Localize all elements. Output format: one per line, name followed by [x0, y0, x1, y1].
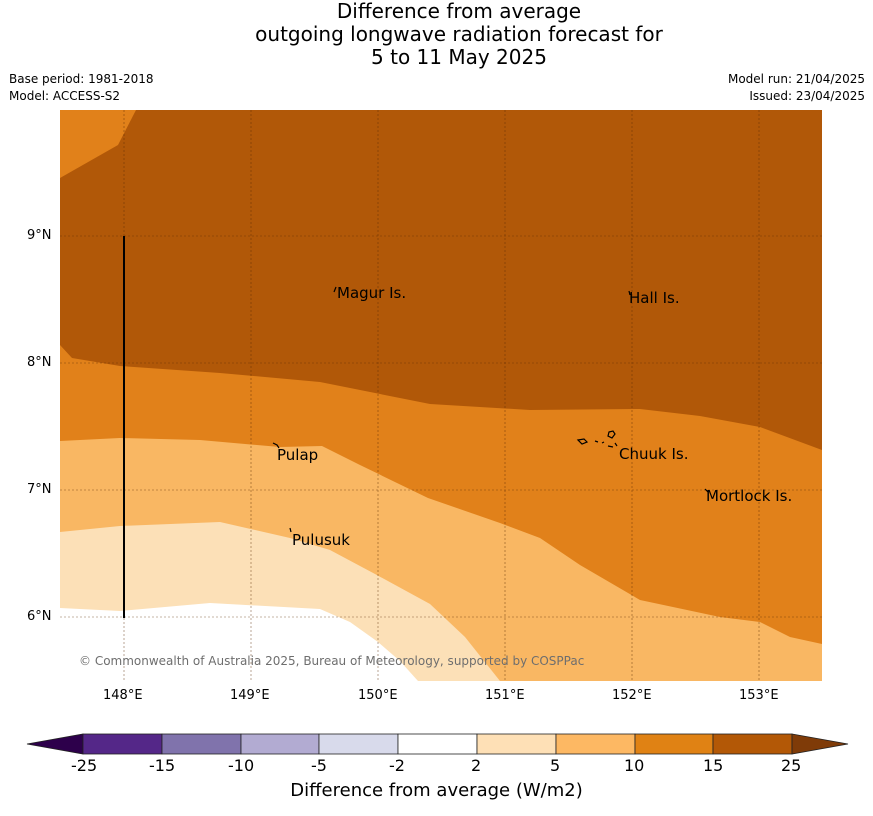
colorbar-seg-1 — [82, 733, 163, 755]
cb-tick-25: 25 — [781, 756, 802, 775]
chart-title: Difference from average outgoing longwav… — [0, 0, 873, 69]
colorbar-seg-4 — [318, 733, 399, 755]
colorbar-seg-9 — [712, 733, 793, 755]
cb-tick-minus15: -15 — [149, 756, 176, 775]
label-hall: Hall Is. — [629, 289, 680, 307]
colorbar-segments — [26, 733, 849, 755]
colorbar-extend-high — [791, 733, 849, 755]
colorbar-seg-7 — [555, 733, 636, 755]
lon-label-149e: 149°E — [230, 688, 270, 703]
cb-tick-minus25: -25 — [71, 756, 98, 775]
cb-tick-15: 15 — [703, 756, 724, 775]
cb-tick-5: 5 — [550, 756, 561, 775]
cb-tick-10: 10 — [624, 756, 645, 775]
colorbar-extend-low — [26, 733, 84, 755]
title-line-2: outgoing longwave radiation forecast for — [255, 22, 663, 46]
cb-tick-minus5: -5 — [311, 756, 327, 775]
label-mortlock: Mortlock Is. — [706, 487, 792, 505]
band-neutral — [60, 603, 418, 681]
label-chuuk: Chuuk Is. — [619, 445, 688, 463]
colorbar-title: Difference from average (W/m2) — [290, 780, 583, 801]
cb-tick-minus2: -2 — [389, 756, 405, 775]
lat-label-7n: 7°N — [27, 482, 52, 497]
anomaly-map: Magur Is. Hall Is. Pulap Chuuk Is. Mortl… — [60, 110, 822, 681]
cb-tick-2: 2 — [471, 756, 482, 775]
label-pulusuk: Pulusuk — [292, 531, 350, 549]
title-line-3: 5 to 11 May 2025 — [371, 45, 547, 69]
copyright-text: © Commonwealth of Australia 2025, Bureau… — [79, 654, 584, 668]
lon-label-151e: 151°E — [485, 688, 525, 703]
lat-label-6n: 6°N — [27, 609, 52, 624]
place-labels: Magur Is. Hall Is. Pulap Chuuk Is. Mortl… — [277, 284, 792, 549]
model-run: Model run: 21/04/2025 — [727, 72, 865, 86]
lat-label-9n: 9°N — [27, 228, 52, 243]
base-period: Base period: 1981-2018 — [9, 72, 154, 86]
title-line-1: Difference from average — [336, 0, 582, 23]
lon-label-152e: 152°E — [612, 688, 652, 703]
lat-label-8n: 8°N — [27, 355, 52, 370]
lon-label-150e: 150°E — [358, 688, 398, 703]
colorbar-seg-6 — [476, 733, 557, 755]
meta-left: Base period: 1981-2018 Model: ACCESS-S2 — [9, 71, 154, 105]
band-10-15-corner — [60, 110, 136, 178]
island-markers — [272, 286, 709, 533]
cb-tick-minus10: -10 — [228, 756, 255, 775]
issued-date: Issued: 23/04/2025 — [749, 89, 865, 103]
colorbar-seg-3 — [240, 733, 320, 755]
model-name: Model: ACCESS-S2 — [9, 89, 121, 103]
lon-label-148e: 148°E — [103, 688, 143, 703]
colorbar-seg-5 — [397, 733, 478, 755]
label-pulap: Pulap — [277, 446, 318, 464]
meta-right: Model run: 21/04/2025 Issued: 23/04/2025 — [728, 71, 865, 105]
colorbar-seg-8 — [634, 733, 714, 755]
colorbar-seg-2 — [161, 733, 242, 755]
lon-label-153e: 153°E — [739, 688, 779, 703]
label-magur: Magur Is. — [337, 284, 406, 302]
